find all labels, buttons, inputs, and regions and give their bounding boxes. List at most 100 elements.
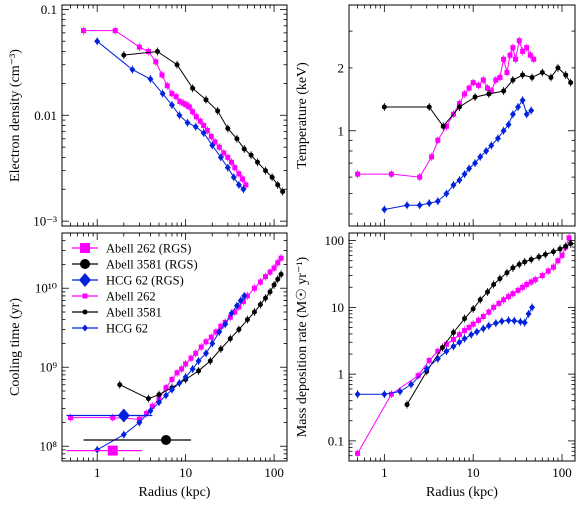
point-abell262 xyxy=(271,265,277,271)
y-axis-label: Electron density (cm⁻³) xyxy=(8,49,23,182)
point-hcg62 xyxy=(519,96,526,104)
point-abell3581 xyxy=(121,52,127,58)
point-abell262 xyxy=(197,118,203,124)
point-abell262 xyxy=(236,171,242,177)
point-abell262 xyxy=(186,104,192,110)
point-hcg62 xyxy=(468,331,475,339)
point-abell262 xyxy=(513,56,519,62)
legend-marker xyxy=(82,324,88,332)
point-abell3581 xyxy=(190,85,196,91)
point-hcg62 xyxy=(434,355,441,363)
point-hcg62 xyxy=(203,349,210,357)
point-abell262 xyxy=(506,294,512,300)
point-abell262 xyxy=(188,355,194,361)
point-abell3581 xyxy=(404,402,410,408)
point-hcg62 xyxy=(443,347,450,355)
point-abell262 xyxy=(520,284,526,290)
point-abell3581 xyxy=(497,276,503,282)
legend: Abell 262 (RGS) Abell 3581 (RGS) HCG 62 (R… xyxy=(72,242,198,336)
point-abell3581 xyxy=(203,97,209,103)
point-hcg62 xyxy=(222,320,229,328)
point-abell3581 xyxy=(248,152,254,158)
point-hcg62 xyxy=(129,66,136,74)
point-hcg62 xyxy=(209,339,216,347)
point-abell262 xyxy=(183,102,189,108)
point-abell262 xyxy=(476,317,482,323)
line-abell3581 xyxy=(123,50,284,192)
point-abell262 xyxy=(524,45,530,51)
x-tick-label: 100 xyxy=(552,465,572,480)
point-abell262 xyxy=(278,255,284,261)
point-abell3581 xyxy=(542,251,548,257)
x-tick-label: 1 xyxy=(94,465,101,480)
point-abell262 xyxy=(470,321,476,327)
point-hcg62 xyxy=(396,387,403,395)
point-hcg62 xyxy=(472,159,479,167)
point-abell3581 xyxy=(548,74,554,80)
point-hcg62 xyxy=(525,310,532,318)
point-abell3581 xyxy=(196,368,202,374)
point-hcg62 xyxy=(408,380,415,388)
point-abell3581 xyxy=(278,271,284,277)
point-abell262 xyxy=(163,385,169,391)
series-abell262 xyxy=(80,26,249,189)
point-abell262 xyxy=(520,48,526,54)
y-tick-label: 0.1 xyxy=(41,2,57,17)
point-abell3581 xyxy=(456,104,462,110)
legend-entry-abell262: Abell 262 xyxy=(72,290,156,304)
point-abell262 xyxy=(180,100,186,106)
y-tick-label: 1 xyxy=(338,367,345,382)
y-tick-label: 0.01 xyxy=(34,108,57,123)
point-abell3581 xyxy=(227,336,233,342)
point-abell3581 xyxy=(462,316,468,322)
point-hcg62 xyxy=(521,319,528,327)
series-hcg62 xyxy=(381,96,535,214)
legend-marker xyxy=(80,259,90,269)
y-axis-label: Cooling time (yr) xyxy=(8,298,23,396)
point-abell262 xyxy=(545,268,551,274)
point-abell262 xyxy=(435,348,441,354)
point-abell3581 xyxy=(520,72,526,78)
point-abell262 xyxy=(531,56,537,62)
point-hcg62 xyxy=(163,391,170,399)
point-hcg62 xyxy=(200,129,207,137)
point-abell262 xyxy=(228,159,234,165)
point-abell3581 xyxy=(568,80,574,86)
panel-mass-deposition-rate: 1 10 100 0.1 1 10 100 Radius (kpc) Mass depositi… xyxy=(295,232,576,500)
point-abell3581 xyxy=(275,182,281,188)
legend-marker xyxy=(82,293,88,299)
point-abell262 xyxy=(485,85,491,91)
point-abell262 xyxy=(110,415,116,421)
point-abell3581 xyxy=(269,174,275,180)
point-abell262 xyxy=(496,300,502,306)
line-hcg62 xyxy=(96,40,244,190)
point-abell262 xyxy=(510,291,516,297)
series-abell3581 xyxy=(381,63,574,131)
point-abell262 xyxy=(527,52,533,58)
point-abell262 xyxy=(267,269,273,275)
point-hcg62 xyxy=(94,37,101,45)
series-hcg62 xyxy=(354,303,536,399)
point-hcg62 xyxy=(184,119,191,127)
point-abell3581 xyxy=(529,74,535,80)
panel-cooling-time: 1 10 100 10⁸ 10⁹ 10¹⁰ Radius (kpc) Cooling time… xyxy=(8,232,288,500)
panel-electron-density: 10⁻³ 0.01 0.1 Electron density (cm⁻³) xyxy=(8,2,288,229)
point-abell3581 xyxy=(516,261,522,267)
point-abell3581 xyxy=(234,136,240,142)
point-abell262 xyxy=(435,137,441,143)
point-abell3581 xyxy=(528,257,534,263)
point-hcg62 xyxy=(230,173,237,181)
point-hcg62 xyxy=(156,398,163,406)
point-abell262 xyxy=(263,274,269,280)
point-abell262 xyxy=(355,450,361,456)
point-hcg62 xyxy=(147,75,154,83)
point-abell262 xyxy=(507,52,513,58)
point-abell262 xyxy=(198,344,204,350)
line-hcg62 xyxy=(357,307,533,395)
point-abell262 xyxy=(213,329,219,335)
plot-frame xyxy=(348,232,576,462)
point-abell262 xyxy=(225,154,231,160)
point-hcg62 xyxy=(426,199,433,207)
point-abell262 xyxy=(443,123,449,129)
point-abell3581 xyxy=(174,62,180,68)
